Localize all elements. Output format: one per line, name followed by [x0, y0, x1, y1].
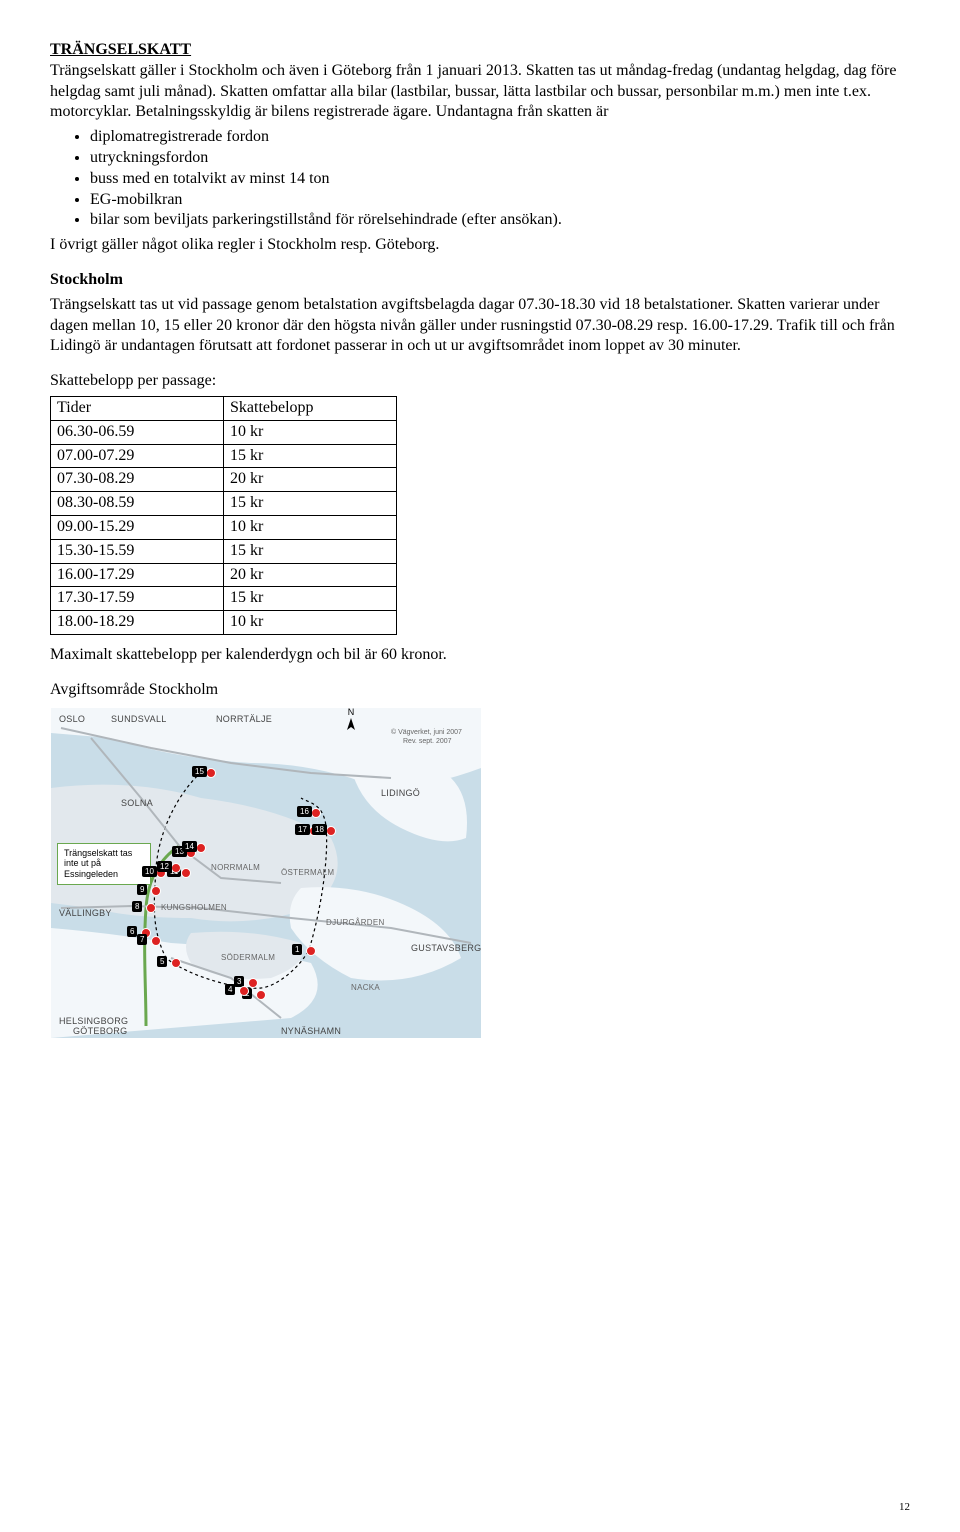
map-label: GÖTEBORG — [73, 1026, 127, 1038]
station-number: 4 — [225, 984, 235, 995]
table-row: 06.30-06.5910 kr — [51, 420, 397, 444]
station-number: 15 — [192, 766, 207, 777]
station-dot — [239, 986, 249, 996]
exemption-list: diplomatregistrerade fordon utryckningsf… — [50, 127, 910, 231]
map-label: ÖSTERMALM — [281, 868, 334, 878]
station-dot — [306, 946, 316, 956]
station-dot — [171, 863, 181, 873]
svg-text:© Vägverket, juni 2007: © Vägverket, juni 2007 — [391, 728, 462, 736]
fee-table: Tider Skattebelopp 06.30-06.5910 kr 07.0… — [50, 396, 397, 635]
map-label: NORRMALM — [211, 863, 260, 873]
table-caption: Skattebelopp per passage: — [50, 371, 910, 392]
map-label: NORRTÄLJE — [216, 714, 272, 726]
station-number: 12 — [157, 861, 172, 872]
station-dot — [256, 990, 266, 1000]
map-label: HELSINGBORG — [59, 1016, 128, 1028]
station-dot — [151, 936, 161, 946]
essinge-note-box: Trängselskatt tas inte ut på Essingelede… — [57, 843, 151, 885]
list-item: utryckningsfordon — [90, 148, 910, 169]
table-row: 15.30-15.5915 kr — [51, 539, 397, 563]
station-number: 17 — [295, 824, 310, 835]
svg-text:N: N — [348, 708, 355, 717]
station-number: 9 — [137, 884, 147, 895]
station-dot — [206, 768, 216, 778]
station-dot — [196, 843, 206, 853]
station-number: 1 — [292, 944, 302, 955]
list-item: diplomatregistrerade fordon — [90, 127, 910, 148]
map-label: NACKA — [351, 983, 380, 993]
table-row: 07.00-07.2915 kr — [51, 444, 397, 468]
station-dot — [181, 868, 191, 878]
table-row: 18.00-18.2910 kr — [51, 611, 397, 635]
station-number: 6 — [127, 926, 137, 937]
station-dot — [248, 978, 258, 988]
section-heading: TRÄNGSELSKATT — [50, 40, 910, 61]
station-dot — [171, 958, 181, 968]
station-dot — [146, 903, 156, 913]
list-item: buss med en totalvikt av minst 14 ton — [90, 169, 910, 190]
station-number: 10 — [142, 866, 157, 877]
intro-paragraph-2: I övrigt gäller något olika regler i Sto… — [50, 235, 910, 256]
table-row: 16.00-17.2920 kr — [51, 563, 397, 587]
station-number: 7 — [137, 934, 147, 945]
page-number: 12 — [899, 1500, 910, 1514]
stockholm-title: Stockholm — [50, 270, 910, 291]
map-label: KUNGSHOLMEN — [161, 903, 227, 913]
station-dot — [311, 808, 321, 818]
table-row: 17.30-17.5915 kr — [51, 587, 397, 611]
map-label: SOLNA — [121, 798, 153, 810]
station-dot — [151, 886, 161, 896]
stockholm-map: N © Vägverket, juni 2007 Rev. sept. 2007… — [50, 707, 482, 1039]
list-item: EG-mobilkran — [90, 190, 910, 211]
station-dot — [326, 826, 336, 836]
map-label: NYNÄSHAMN — [281, 1026, 341, 1038]
table-row: Tider Skattebelopp — [51, 396, 397, 420]
map-label: GUSTAVSBERG — [411, 943, 481, 955]
stockholm-body: Trängselskatt tas ut vid passage genom b… — [50, 295, 910, 357]
table-header-amount: Skattebelopp — [224, 396, 397, 420]
essinge-note-text: Trängselskatt tas inte ut på Essingelede… — [64, 848, 132, 880]
station-number: 3 — [234, 976, 244, 987]
map-title: Avgiftsområde Stockholm — [50, 680, 910, 701]
max-daily-text: Maximalt skattebelopp per kalenderdygn o… — [50, 645, 910, 666]
map-label: VÄLLINGBY — [59, 908, 112, 920]
table-row: 09.00-15.2910 kr — [51, 515, 397, 539]
list-item: bilar som beviljats parkeringstillstånd … — [90, 210, 910, 231]
table-row: 08.30-08.5915 kr — [51, 492, 397, 516]
map-label: DJURGÅRDEN — [326, 918, 385, 928]
map-label: SÖDERMALM — [221, 953, 275, 963]
table-row: 07.30-08.2920 kr — [51, 468, 397, 492]
station-number: 14 — [182, 841, 197, 852]
station-number: 16 — [297, 806, 312, 817]
map-label: LIDINGÖ — [381, 788, 420, 800]
station-number: 18 — [312, 824, 327, 835]
station-number: 8 — [132, 901, 142, 912]
table-header-time: Tider — [51, 396, 224, 420]
map-label: SUNDSVALL — [111, 714, 167, 726]
map-label: OSLO — [59, 714, 85, 726]
station-number: 5 — [157, 956, 167, 967]
svg-text:Rev. sept. 2007: Rev. sept. 2007 — [403, 738, 452, 745]
intro-paragraph-1: Trängselskatt gäller i Stockholm och äve… — [50, 61, 910, 123]
